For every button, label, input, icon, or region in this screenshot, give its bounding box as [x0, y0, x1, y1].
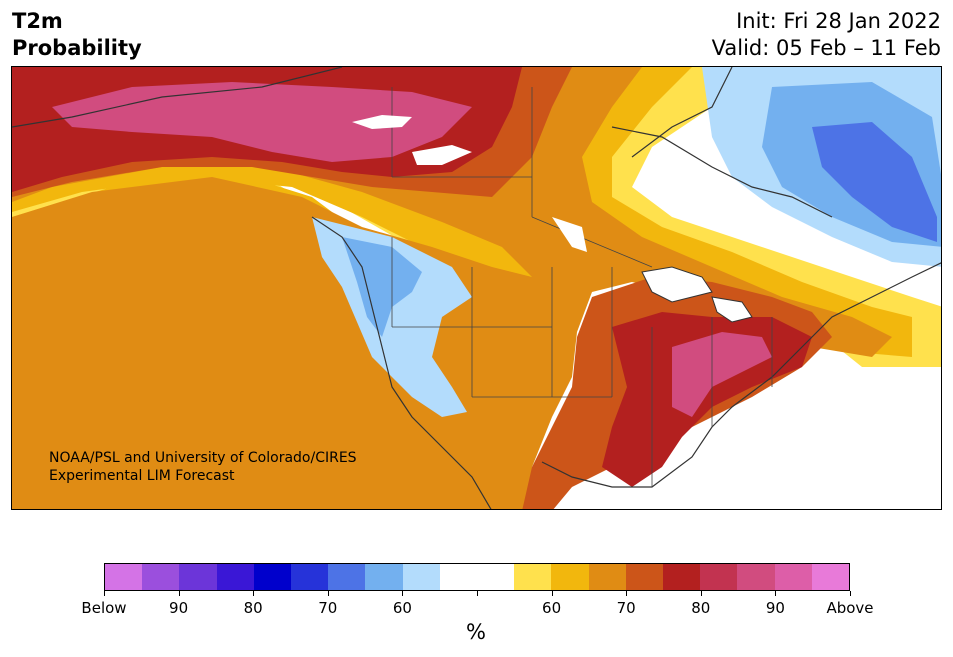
colorbar-swatch [439, 564, 478, 590]
product-title: Probability [12, 36, 142, 60]
colorbar-tick-label: 60 [392, 599, 412, 617]
cold-region-80-east [812, 122, 937, 242]
northern-lakes [352, 115, 587, 252]
colorbar-tick-mark [178, 591, 180, 596]
warm-region-95 [52, 82, 772, 417]
cold-region-70-west [342, 237, 422, 337]
great-lakes [641, 266, 753, 323]
credit-text: NOAA/PSL and University of Colorado/CIRE… [49, 449, 357, 485]
coastline [12, 67, 941, 509]
colorbar-swatch [216, 564, 254, 590]
colorbar-tick-mark [700, 591, 702, 596]
map-canvas [12, 67, 941, 509]
colorbar-swatch [588, 564, 626, 590]
colorbar-tick-label: 80 [243, 599, 263, 617]
variable-title: T2m [12, 9, 63, 33]
credit-line-1: NOAA/PSL and University of Colorado/CIRE… [49, 450, 357, 466]
colorbar-swatch [365, 564, 403, 590]
colorbar-tick-mark [775, 591, 777, 596]
credit-line-2: Experimental LIM Forecast [49, 468, 235, 484]
colorbar-tick-label: 70 [318, 599, 338, 617]
colorbar-swatch [663, 564, 701, 590]
colorbar-tick-label: 60 [542, 599, 562, 617]
colorbar-tick-mark [104, 591, 105, 596]
colorbar-swatch [477, 564, 515, 590]
colorbar-tick-label: 90 [765, 599, 785, 617]
colorbar-tick-mark [402, 591, 404, 596]
valid-date: Valid: 05 Feb – 11 Feb [711, 36, 941, 60]
colorbar-unit: % [466, 620, 486, 644]
colorbar-swatch [402, 564, 440, 590]
colorbar-tick-label: Above [826, 599, 874, 617]
colorbar-tick-mark [850, 591, 851, 596]
colorbar-swatch [774, 564, 812, 590]
colorbar-tick-mark [253, 591, 255, 596]
colorbar-swatch [551, 564, 589, 590]
colorbar-swatch [514, 564, 552, 590]
colorbar-swatch [105, 564, 143, 590]
colorbar-tick-mark [327, 591, 329, 596]
title-block: T2m Probability [12, 8, 142, 62]
colorbar-swatch [179, 564, 217, 590]
colorbar-swatch [700, 564, 738, 590]
colorbar-swatch [253, 564, 292, 590]
date-block: Init: Fri 28 Jan 2022 Valid: 05 Feb – 11… [712, 8, 941, 62]
colorbar-tick-label: 90 [169, 599, 189, 617]
colorbar-tick-mark [551, 591, 553, 596]
colorbar-tick-label: Below [81, 599, 127, 617]
colorbar-tick-mark [626, 591, 628, 596]
colorbar-tick-mark [477, 591, 478, 596]
colorbar-tick-label: 70 [616, 599, 636, 617]
colorbar [104, 563, 850, 591]
colorbar-swatch [291, 564, 329, 590]
probability-map [11, 66, 942, 510]
init-date: Init: Fri 28 Jan 2022 [736, 9, 941, 33]
state-borders [391, 87, 773, 487]
colorbar-tick-label: 80 [691, 599, 711, 617]
colorbar-swatch [811, 564, 850, 590]
colorbar-swatch [625, 564, 664, 590]
colorbar-swatch [737, 564, 775, 590]
colorbar-swatch [328, 564, 366, 590]
colorbar-swatch [142, 564, 180, 590]
